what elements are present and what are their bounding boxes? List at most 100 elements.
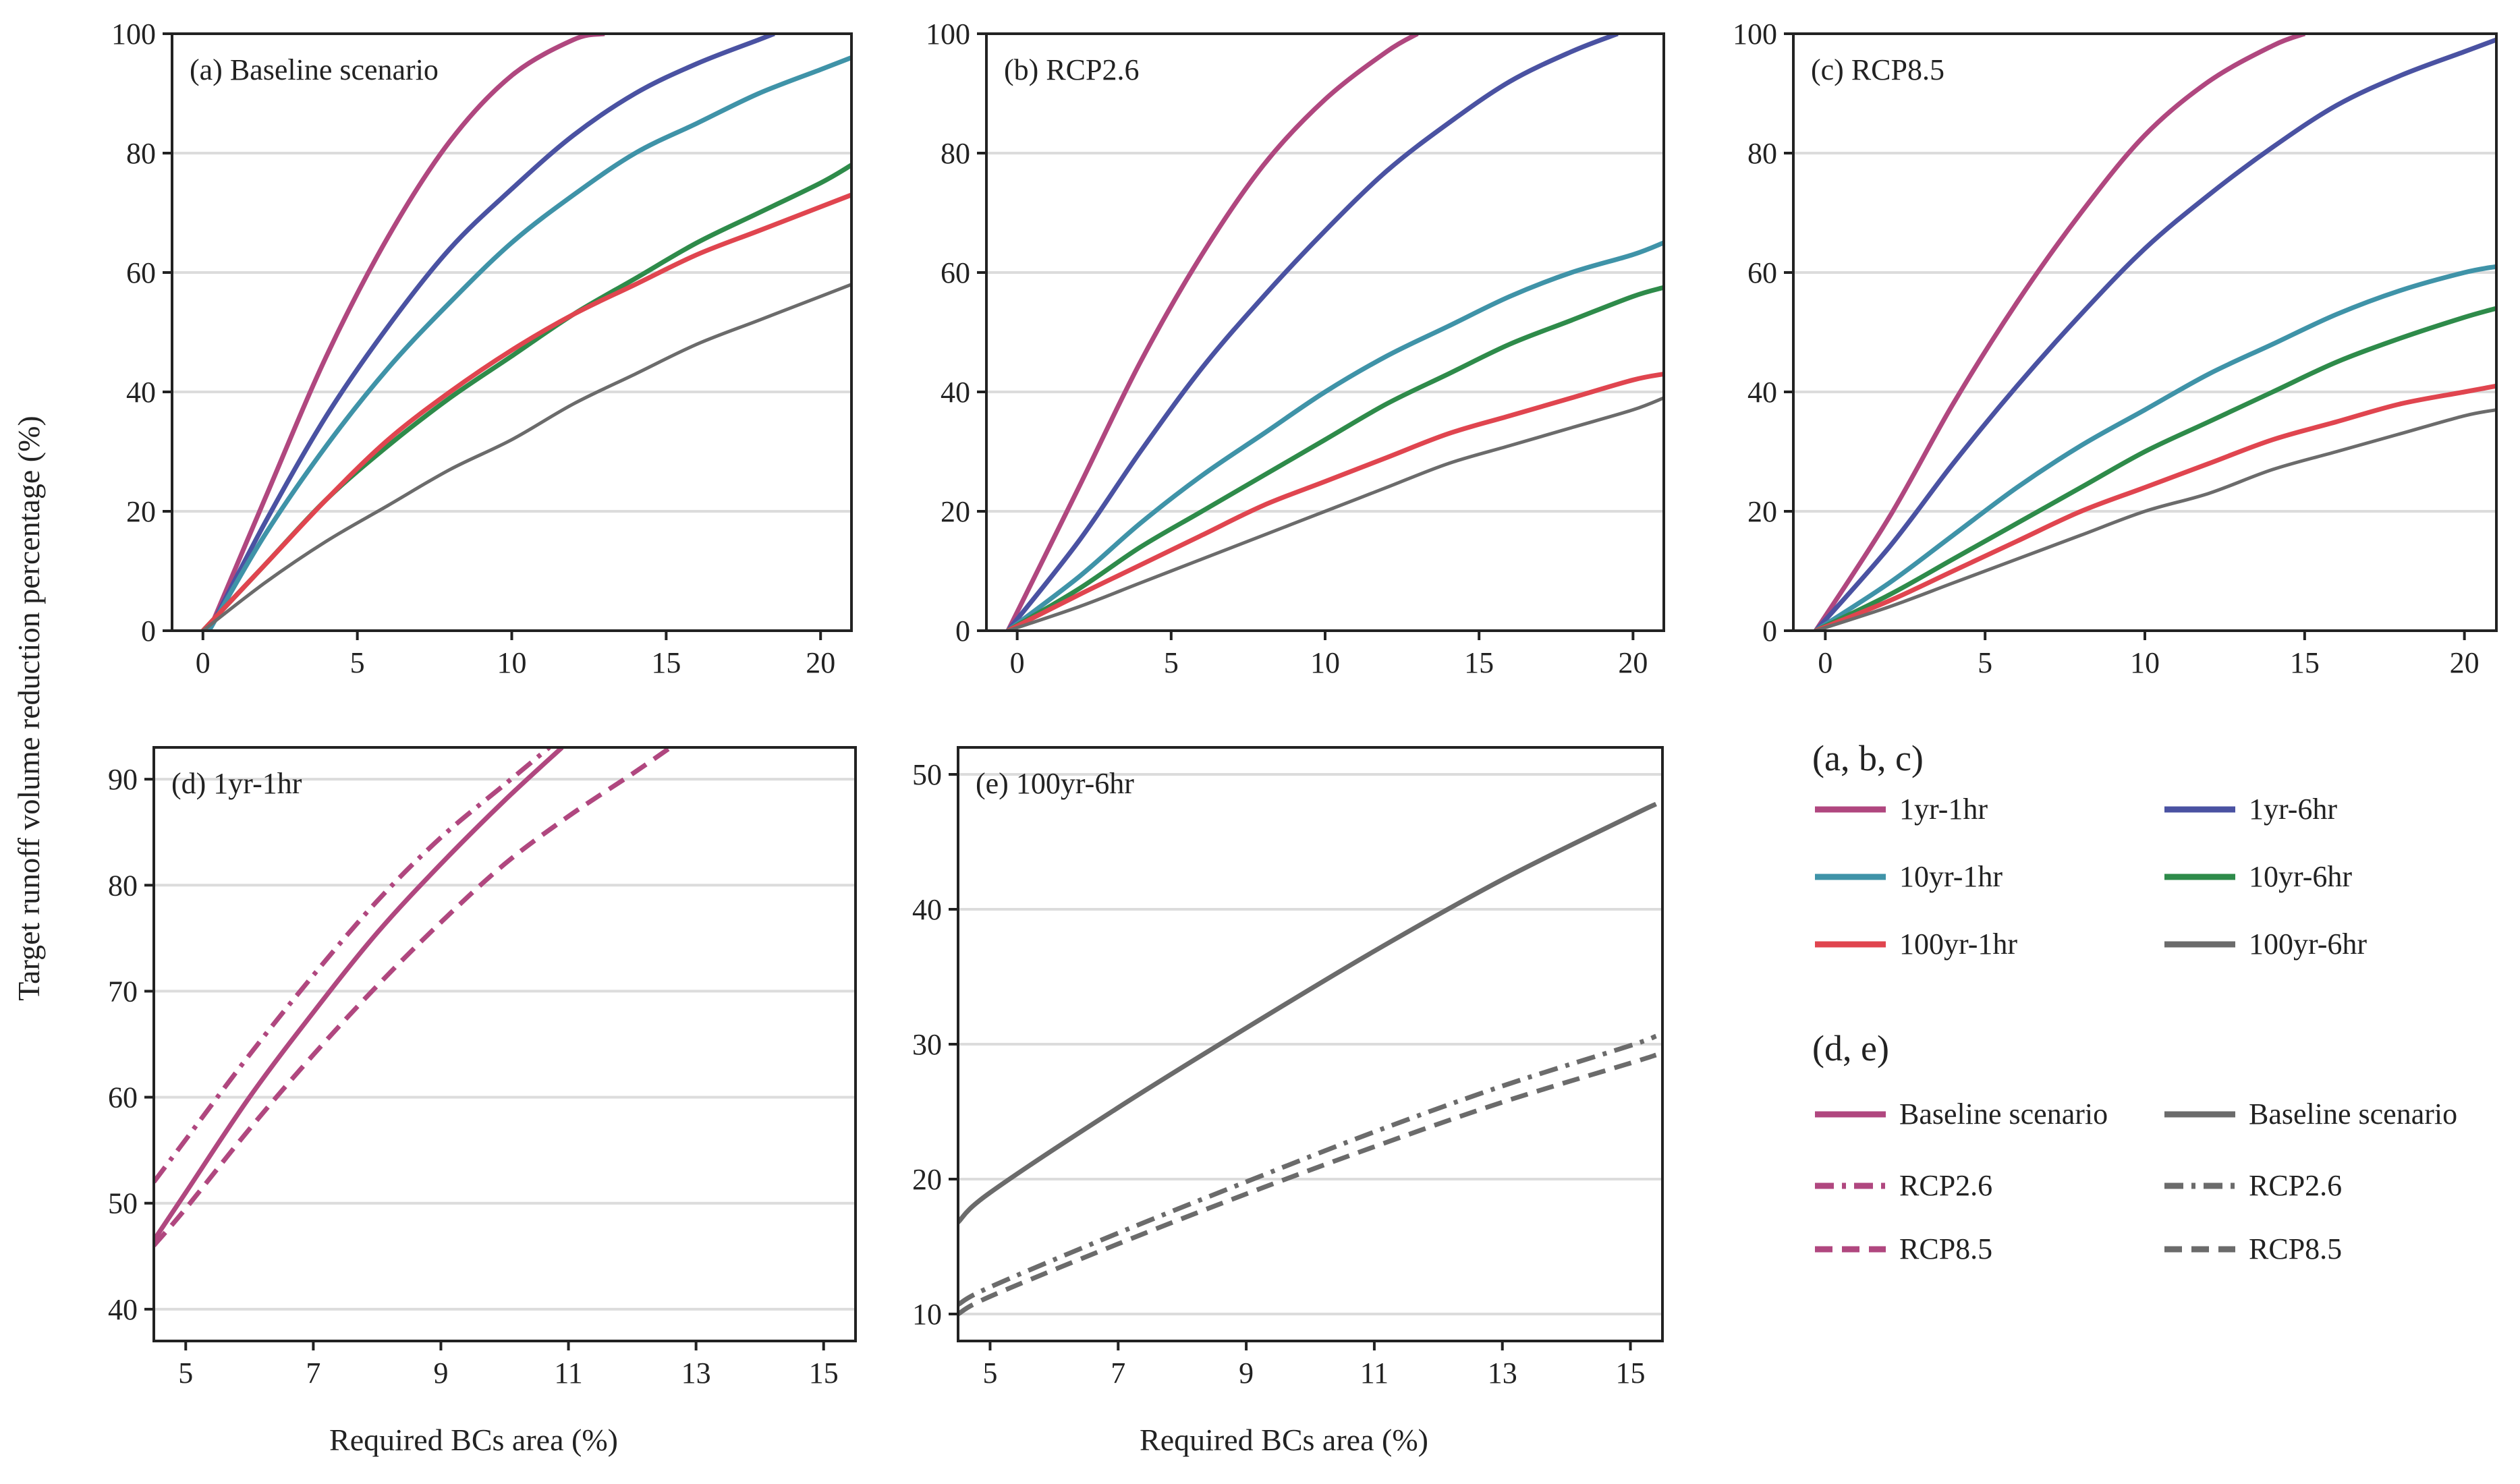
xtick-label-c-2: 10 [2130, 646, 2160, 679]
ytick-label-d-2: 60 [108, 1081, 138, 1114]
axes-frame-d [152, 746, 857, 1342]
ytick-label-c-3: 60 [1747, 256, 1777, 289]
series-line-c-1yr-1hr [1814, 34, 2306, 631]
legend-item-1yr-1hr: 1yr-1hr [1815, 793, 1988, 826]
legend-label: 1yr-1hr [1899, 793, 1988, 826]
xtick-label-d-3: 11 [554, 1357, 582, 1390]
panel-title-d: (d) 1yr-1hr [171, 767, 302, 800]
xtick-label-d-5: 15 [809, 1357, 839, 1390]
axes-frame-c [1792, 32, 2498, 632]
legend-label: 100yr-1hr [1899, 928, 2017, 961]
xtick-label-b-3: 15 [1464, 646, 1494, 679]
ytick-label-e-4: 50 [912, 758, 942, 791]
ytick-label-b-0: 0 [955, 615, 970, 648]
ytick-label-d-3: 70 [108, 975, 138, 1008]
ytick-label-d-0: 40 [108, 1293, 138, 1326]
legend-label: RCP8.5 [2249, 1232, 2342, 1265]
ytick-label-d-4: 80 [108, 869, 138, 902]
ytick-label-b-5: 100 [926, 18, 970, 51]
ytick-label-c-4: 80 [1747, 137, 1777, 170]
xtick-label-c-4: 20 [2450, 646, 2480, 679]
xtick-label-c-3: 15 [2290, 646, 2320, 679]
series-line-c-10yr-6hr [1814, 306, 2496, 631]
xtick-label-b-0: 0 [1010, 646, 1025, 679]
series-line-a-100yr-6hr [202, 283, 851, 631]
legend-item-10yr-1hr: 10yr-1hr [1815, 860, 2003, 893]
legend-item-dashdot-1yr-1hr: RCP2.6 [1815, 1169, 1992, 1202]
ytick-label-a-1: 20 [126, 495, 156, 528]
panel-title-c: (c) RCP8.5 [1811, 53, 1944, 86]
legend-item-solid-100yr-6hr: Baseline scenario [2164, 1097, 2457, 1131]
axes-frame-a [171, 32, 853, 632]
xtick-label-c-0: 0 [1818, 646, 1832, 679]
legend-item-100yr-6hr: 100yr-6hr [2164, 928, 2367, 961]
y-axis-label: Target runoff volume reduction percentag… [11, 416, 46, 1000]
legend-item-100yr-1hr: 100yr-1hr [1815, 928, 2017, 961]
ytick-label-a-0: 0 [141, 615, 156, 648]
ytick-label-a-5: 100 [111, 18, 156, 51]
xtick-label-d-4: 13 [681, 1357, 711, 1390]
xtick-label-a-0: 0 [196, 646, 211, 679]
series-line-d-rcp8-5 [154, 747, 672, 1247]
series-line-c-10yr-1hr [1814, 264, 2496, 631]
legend-label: 10yr-6hr [2249, 860, 2352, 893]
ytick-label-b-2: 40 [941, 376, 970, 409]
ytick-label-d-5: 90 [108, 763, 138, 796]
series-line-b-100yr-6hr [1007, 396, 1664, 631]
series-line-a-1yr-1hr [206, 34, 605, 631]
series-line-d-rcp2-6 [154, 747, 551, 1184]
ytick-label-e-1: 20 [912, 1163, 942, 1196]
ytick-label-c-1: 20 [1747, 495, 1777, 528]
ytick-label-c-5: 100 [1733, 18, 1777, 51]
ytick-label-a-4: 80 [126, 137, 156, 170]
series-line-d-baseline-scenario [154, 747, 564, 1242]
xtick-label-b-4: 20 [1618, 646, 1648, 679]
xtick-label-e-3: 11 [1360, 1357, 1389, 1390]
series-line-e-rcp2-6 [958, 1033, 1657, 1307]
legend-label: RCP8.5 [1899, 1232, 1992, 1265]
legend-item-solid-1yr-1hr: Baseline scenario [1815, 1097, 2108, 1131]
ytick-label-b-3: 60 [941, 256, 970, 289]
x-axis-label-e: Required BCs area (%) [1140, 1423, 1428, 1457]
ytick-label-e-3: 40 [912, 893, 942, 926]
series-line-e-rcp8-5 [958, 1052, 1657, 1317]
series-line-e-baseline-scenario [958, 801, 1658, 1224]
legend-label: 10yr-1hr [1899, 860, 2003, 893]
legend-label: 1yr-6hr [2249, 793, 2337, 826]
xtick-label-a-4: 20 [806, 646, 835, 679]
legend-item-10yr-6hr: 10yr-6hr [2164, 860, 2352, 893]
series-line-c-100yr-6hr [1815, 408, 2496, 631]
xtick-label-d-2: 9 [433, 1357, 448, 1390]
series-line-c-1yr-6hr [1814, 37, 2496, 631]
panel-title-b: (b) RCP2.6 [1004, 53, 1139, 86]
xtick-label-a-1: 5 [350, 646, 365, 679]
x-axis-label-d: Required BCs area (%) [329, 1423, 618, 1457]
legend-label: RCP2.6 [2249, 1169, 2342, 1202]
xtick-label-b-2: 10 [1310, 646, 1340, 679]
legend-label: RCP2.6 [1899, 1169, 1992, 1202]
series-line-b-1yr-1hr [1005, 34, 1419, 631]
legend-label: Baseline scenario [1899, 1097, 2108, 1131]
legend-item-1yr-6hr: 1yr-6hr [2164, 793, 2337, 826]
xtick-label-e-5: 15 [1616, 1357, 1646, 1390]
series-line-a-10yr-1hr [206, 55, 851, 631]
ytick-label-b-4: 80 [941, 137, 970, 170]
panel-e: 10 20 30 40 50 5 7 9 11 13 15 (e) 100yr-6hr [912, 746, 1664, 1390]
xtick-label-e-0: 5 [982, 1357, 997, 1390]
ytick-label-c-2: 40 [1747, 376, 1777, 409]
xtick-label-c-1: 5 [1978, 646, 1992, 679]
xtick-label-d-1: 7 [306, 1357, 320, 1390]
legend-label: Baseline scenario [2249, 1097, 2457, 1131]
series-line-a-100yr-1hr [201, 192, 851, 631]
series-line-c-100yr-1hr [1814, 383, 2496, 631]
series-line-b-10yr-1hr [1006, 240, 1664, 631]
ytick-label-d-1: 50 [108, 1187, 138, 1220]
legend-item-dashdot-100yr-6hr: RCP2.6 [2164, 1169, 2342, 1202]
series-line-a-1yr-6hr [206, 34, 775, 631]
legend-label: 100yr-6hr [2249, 928, 2367, 961]
xtick-label-e-4: 13 [1488, 1357, 1517, 1390]
legend: (a, b, c) 1yr-1hr 1yr-6hr 10yr-1hr 10yr-6hr 1… [1812, 738, 2457, 1265]
series-line-b-1yr-6hr [1006, 34, 1619, 631]
ytick-label-e-0: 10 [912, 1298, 942, 1331]
